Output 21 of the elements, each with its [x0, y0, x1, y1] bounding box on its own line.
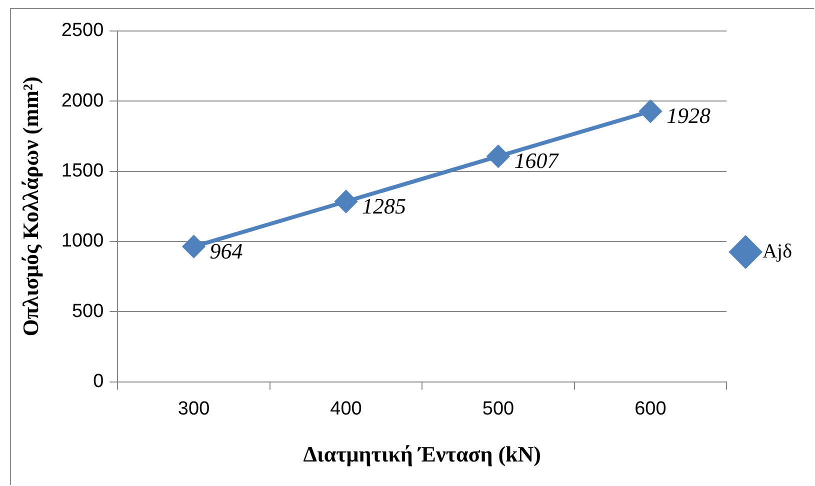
point — [335, 190, 358, 212]
point — [639, 100, 662, 122]
x-tick-label: 400 — [330, 398, 362, 420]
legend-label: Ajδ — [762, 240, 792, 262]
point — [487, 145, 510, 168]
y-tick-label: 2500 — [61, 20, 104, 42]
data-label: 1928 — [666, 103, 710, 128]
y-tick-label: 0 — [93, 371, 104, 392]
x-tick-label: 600 — [634, 398, 666, 420]
x-axis-title: Διατμητική Ένταση (kN) — [303, 441, 541, 466]
x-tick-label: 300 — [178, 398, 210, 420]
y-tick-label: 500 — [72, 300, 104, 322]
y-axis-title: Οπλισμός Κολλάρων (mm²) — [18, 76, 43, 336]
y-tick-label: 2000 — [61, 90, 104, 112]
x-tick-label: 500 — [482, 398, 514, 420]
data-label: 1285 — [362, 193, 406, 218]
data-label: 1607 — [514, 148, 560, 174]
data-label: 964 — [210, 238, 243, 264]
point — [182, 236, 205, 258]
y-tick-label: 1500 — [61, 160, 104, 182]
y-tick-label: 1000 — [61, 230, 104, 252]
